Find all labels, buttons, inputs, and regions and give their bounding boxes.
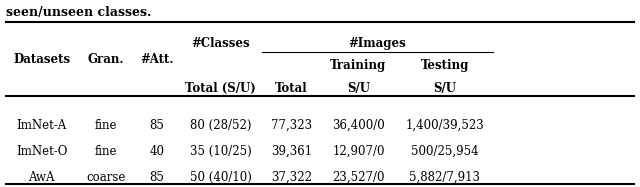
Text: 36,400/0: 36,400/0	[332, 119, 385, 132]
Text: ImNet-O: ImNet-O	[16, 145, 67, 158]
Text: seen/unseen classes.: seen/unseen classes.	[6, 6, 152, 19]
Text: 1,400/39,523: 1,400/39,523	[405, 119, 484, 132]
Text: ImNet-A: ImNet-A	[17, 119, 67, 132]
Text: fine: fine	[94, 145, 117, 158]
Text: fine: fine	[94, 119, 117, 132]
Text: #Classes: #Classes	[191, 37, 250, 50]
Text: 39,361: 39,361	[271, 145, 312, 158]
Text: Gran.: Gran.	[87, 53, 124, 66]
Text: 5,882/7,913: 5,882/7,913	[410, 171, 480, 184]
Text: 35 (10/25): 35 (10/25)	[190, 145, 252, 158]
Text: 50 (40/10): 50 (40/10)	[190, 171, 252, 184]
Text: 37,322: 37,322	[271, 171, 312, 184]
Text: Total (S/U): Total (S/U)	[186, 82, 256, 95]
Text: Total: Total	[275, 82, 307, 95]
Text: S/U: S/U	[433, 82, 456, 95]
Text: AwA: AwA	[28, 171, 55, 184]
Text: 40: 40	[149, 145, 164, 158]
Text: 85: 85	[149, 119, 164, 132]
Text: 500/25,954: 500/25,954	[411, 145, 479, 158]
Text: 80 (28/52): 80 (28/52)	[190, 119, 252, 132]
Text: #Att.: #Att.	[140, 53, 173, 66]
Text: Training: Training	[330, 59, 387, 72]
Text: Datasets: Datasets	[13, 53, 70, 66]
Text: 77,323: 77,323	[271, 119, 312, 132]
Text: 85: 85	[149, 171, 164, 184]
Text: 23,527/0: 23,527/0	[332, 171, 385, 184]
Text: 12,907/0: 12,907/0	[332, 145, 385, 158]
Text: coarse: coarse	[86, 171, 125, 184]
Text: S/U: S/U	[347, 82, 370, 95]
Text: Testing: Testing	[420, 59, 469, 72]
Text: #Images: #Images	[349, 37, 406, 50]
